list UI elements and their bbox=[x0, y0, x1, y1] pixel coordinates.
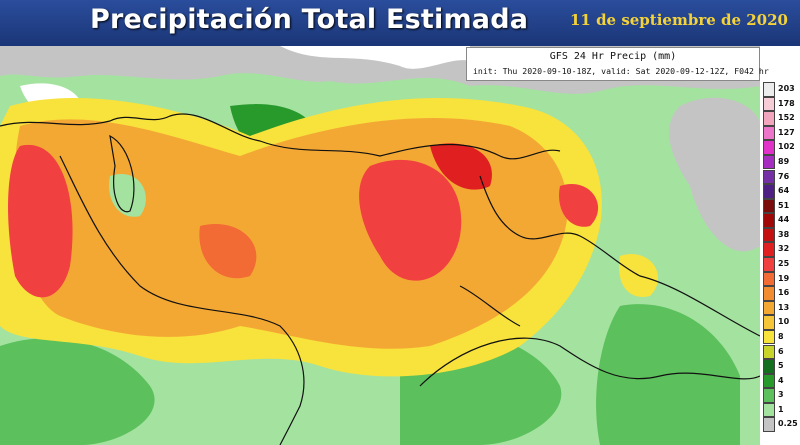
colorbar-label: 16 bbox=[778, 288, 790, 298]
header-bar: Precipitación Total Estimada 11 de septi… bbox=[0, 0, 800, 46]
colorbar-label: 8 bbox=[778, 331, 784, 341]
colorbar-swatch bbox=[763, 82, 775, 97]
colorbar-swatch bbox=[763, 300, 775, 316]
colorbar-label: 178 bbox=[778, 98, 795, 108]
date: 11 de septiembre de 2020 bbox=[569, 11, 788, 29]
colorbar-swatch bbox=[763, 140, 775, 155]
colorbar-label: 4 bbox=[778, 375, 784, 385]
colorbar-label: 102 bbox=[778, 142, 795, 152]
colorbar-swatch bbox=[763, 198, 775, 214]
colorbar-swatch bbox=[763, 227, 775, 243]
colorbar-label: 51 bbox=[778, 200, 790, 210]
colorbar-swatch bbox=[763, 213, 775, 228]
colorbar-label: 203 bbox=[778, 84, 795, 93]
colorbar-label: 64 bbox=[778, 186, 790, 196]
colorbar-swatch bbox=[763, 359, 775, 374]
colorbar-swatch bbox=[763, 154, 775, 170]
colorbar-label: 25 bbox=[778, 259, 790, 268]
title: Precipitación Total Estimada bbox=[90, 4, 529, 35]
map-title: GFS 24 Hr Precip (mm) bbox=[549, 51, 677, 62]
colorbar-label: 6 bbox=[778, 346, 784, 356]
colorbar-swatch bbox=[763, 169, 775, 185]
colorbar-swatch bbox=[763, 373, 775, 389]
colorbar-label: 0.25 bbox=[778, 419, 798, 429]
colorbar-swatch bbox=[763, 184, 775, 199]
colorbar-label: 76 bbox=[778, 171, 790, 181]
colorbar-label: 44 bbox=[778, 215, 790, 225]
colorbar-label: 10 bbox=[778, 317, 790, 327]
colorbar-swatch bbox=[763, 388, 775, 403]
colorbar-swatch bbox=[763, 96, 775, 112]
map-init: init: Thu 2020-09-10-18Z, valid: Sat 202… bbox=[473, 66, 769, 76]
map-info-box: GFS 24 Hr Precip (mm) init: Thu 2020-09-… bbox=[466, 47, 769, 81]
colorbar-swatch bbox=[763, 271, 775, 287]
precip-map bbox=[0, 46, 760, 445]
colorbar-label: 19 bbox=[778, 273, 790, 283]
colorbar-swatch bbox=[763, 111, 775, 126]
colorbar-swatch bbox=[763, 315, 775, 330]
colorbar-swatch bbox=[763, 402, 775, 418]
colorbar-label: 13 bbox=[778, 302, 790, 312]
colorbar-swatch bbox=[763, 257, 775, 272]
colorbar-label: 32 bbox=[778, 244, 790, 254]
colorbar-swatch bbox=[763, 344, 775, 360]
colorbar-label: 127 bbox=[778, 127, 795, 137]
colorbar: 203 178 152 127 102 89 76 64 51 44 38 32 25 19 16 13 10 8… bbox=[760, 82, 800, 437]
colorbar-swatch bbox=[763, 417, 775, 432]
colorbar-swatch bbox=[763, 242, 775, 257]
colorbar-swatch bbox=[763, 125, 775, 141]
colorbar-label: 38 bbox=[778, 229, 790, 239]
colorbar-label: 152 bbox=[778, 113, 795, 123]
colorbar-swatch bbox=[763, 286, 775, 301]
colorbar-label: 89 bbox=[778, 156, 790, 166]
colorbar-label: 3 bbox=[778, 390, 784, 400]
colorbar-label: 5 bbox=[778, 361, 784, 371]
colorbar-label: 1 bbox=[778, 404, 784, 414]
colorbar-swatch bbox=[763, 329, 775, 345]
